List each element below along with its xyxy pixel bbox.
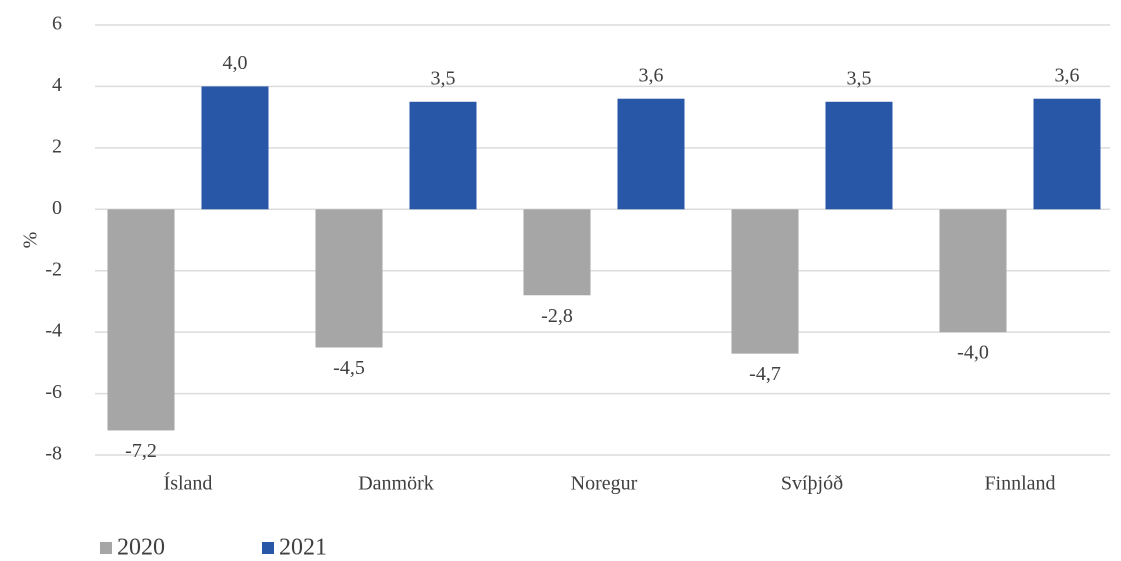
x-tick-label: Ísland [164,472,213,495]
value-label: 3,6 [1055,64,1080,86]
x-tick-label: Noregur [571,473,638,495]
y-tick-label: -2 [45,258,62,280]
x-tick-label: Finnland [984,473,1055,495]
legend-swatch [100,542,112,554]
value-label: -4,5 [333,357,365,379]
bar [825,101,893,210]
bar [107,209,175,431]
bar [939,209,1007,333]
bar [409,101,477,210]
legend-swatch [262,542,274,554]
bar [201,86,269,210]
y-tick-label: -6 [45,381,62,403]
y-tick-label: -8 [45,443,62,465]
bar [731,209,799,354]
value-label: 3,6 [639,64,664,86]
x-tick-label: Svíþjóð [781,473,843,495]
bar [523,209,591,296]
legend-label: 2020 [117,535,165,561]
y-tick-label: -4 [45,320,62,342]
bar [1033,98,1101,210]
y-tick-label: 2 [52,135,62,157]
y-axis-label: % [20,232,42,249]
x-tick-label: Danmörk [358,473,434,495]
value-label: -4,7 [749,363,781,385]
value-label: -4,0 [957,342,989,364]
legend-label: 2021 [279,535,327,561]
y-tick-label: 6 [52,13,62,35]
value-label: -7,2 [125,440,157,462]
bar [315,209,383,348]
value-label: 3,5 [431,67,456,89]
bar [617,98,685,210]
value-label: -2,8 [541,305,573,327]
y-tick-label: 0 [52,197,62,219]
y-tick-label: 4 [52,74,62,96]
value-label: 4,0 [223,52,248,74]
value-label: 3,5 [847,67,872,89]
